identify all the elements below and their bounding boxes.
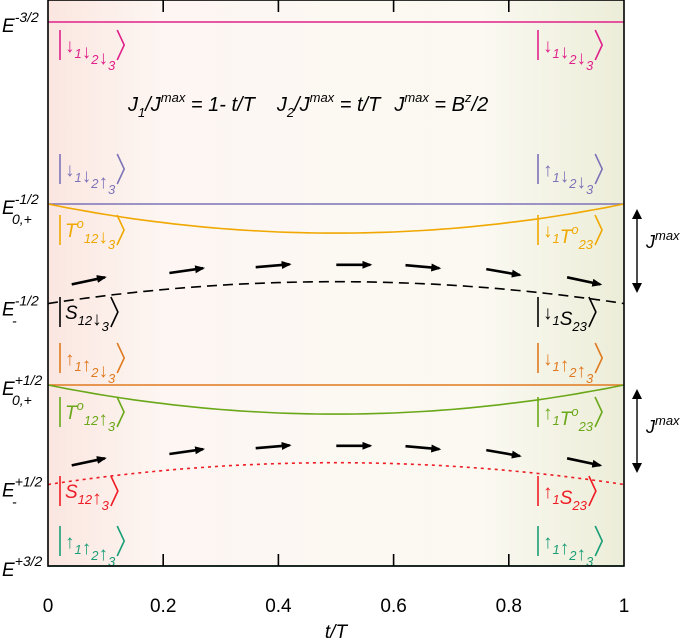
state-label-left-ket-6: To12↑3 bbox=[59, 396, 125, 434]
svg-text:↓1↓2↓3: ↓1↓2↓3 bbox=[543, 36, 594, 73]
svg-text:↓1↓2↑3: ↓1↓2↑3 bbox=[65, 160, 116, 197]
energy-label-e-3/2: E-3/2 bbox=[2, 9, 39, 37]
state-label-right-ket-6: ↑1To23 bbox=[537, 396, 603, 434]
spin-arrow-lower-6 bbox=[566, 457, 603, 468]
x-tick-label-1: 0.2 bbox=[150, 596, 176, 617]
state-label-left-ket-7: S12↑3 bbox=[59, 475, 119, 513]
energy-label-e-minus+1/2: E+1/2- bbox=[2, 474, 43, 510]
energy-label-layer: E-3/2 E-1/2 0,+ E-1/2 - E+1/2 0,+ E+1/2 - E+3/2 bbox=[2, 9, 43, 581]
x-axis-label: t/T bbox=[325, 622, 349, 643]
x-tick-label-4: 0.8 bbox=[496, 596, 522, 617]
svg-text:↑1↓2↓3: ↑1↓2↓3 bbox=[543, 160, 594, 197]
state-label-left-ket-4: S12↓3 bbox=[59, 296, 119, 334]
energy-label-e0p+1/2: E+1/2 0,+ bbox=[2, 372, 43, 408]
svg-text:To12↓3: To12↓3 bbox=[65, 216, 116, 252]
svg-text:↓1↓2↓3: ↓1↓2↓3 bbox=[65, 36, 116, 73]
spin-arrow-layer bbox=[71, 260, 603, 468]
series-t0-lower bbox=[47, 384, 625, 415]
formula-text: J1/Jmax = 1- t/T J2/Jmax = t/T Jmax = Bz/2 bbox=[127, 90, 488, 120]
state-label-right-ket-2: ↑1↓2↓3 bbox=[537, 153, 604, 197]
spin-arrow-upper-5 bbox=[486, 267, 522, 278]
state-label-right-ket-5: ↓1↑2↑3 bbox=[537, 342, 604, 386]
x-tick-label-3: 0.6 bbox=[380, 596, 406, 617]
spin-arrow-upper-6 bbox=[566, 276, 603, 287]
svg-text:↑1S23: ↑1S23 bbox=[543, 482, 588, 513]
x-tick-label-0: 0 bbox=[43, 596, 54, 617]
jmax-label-lower: Jmax bbox=[645, 413, 680, 437]
series-t0-upper bbox=[47, 203, 625, 234]
spin-arrow-lower-4 bbox=[405, 444, 442, 453]
state-label-left-ket-5: ↑1↑2↓3 bbox=[59, 342, 126, 386]
svg-text:↑1To23: ↑1To23 bbox=[543, 403, 594, 434]
energy-label-e0p-1/2: E-1/2 0,+ bbox=[2, 191, 39, 227]
spin-arrow-lower-5 bbox=[486, 448, 522, 459]
state-label-right-ket-8: ↑1↑2↑3 bbox=[537, 525, 604, 569]
energy-label-e+3/2: E+3/2 bbox=[2, 553, 43, 581]
state-label-left-ket-8: ↑1↑2↑3 bbox=[59, 525, 126, 569]
spin-arrow-upper-4 bbox=[405, 263, 442, 272]
plot-background bbox=[48, 0, 624, 566]
plot-frame bbox=[47, 0, 625, 567]
svg-text:↑1↑2↓3: ↑1↑2↓3 bbox=[65, 349, 116, 386]
svg-text:↑1↑2↑3: ↑1↑2↑3 bbox=[543, 532, 594, 569]
state-label-right-ket-4: ↓1S23 bbox=[537, 296, 597, 334]
state-label-layer: ↓1↓2↓3 ↓1↓2↓3 ↓1↓2↑3 ↑1↓2↓3 To12↓3 ↓1To23 S12↓… bbox=[59, 29, 604, 569]
jmax-indicator-upper: Jmax bbox=[632, 209, 680, 293]
spin-arrow-lower-0 bbox=[71, 456, 107, 467]
energy-label-e-minus-1/2: E-1/2- bbox=[2, 293, 39, 329]
x-axis-ticks: 0 0.2 0.4 0.6 0.8 1 bbox=[43, 0, 630, 617]
svg-text:S12↓3: S12↓3 bbox=[65, 303, 110, 334]
jmax-label-upper: Jmax bbox=[645, 228, 680, 252]
state-label-left-ket-1: ↓1↓2↓3 bbox=[59, 29, 126, 73]
state-label-right-ket-3: ↓1To23 bbox=[537, 214, 603, 252]
state-label-left-ket-2: ↓1↓2↑3 bbox=[59, 153, 126, 197]
state-label-left-ket-3: To12↓3 bbox=[59, 214, 125, 252]
state-label-right-ket-1: ↓1↓2↓3 bbox=[537, 29, 604, 73]
spin-arrow-upper-0 bbox=[71, 275, 107, 286]
spin-arrow-upper-1 bbox=[169, 265, 206, 275]
svg-text:↓1↑2↑3: ↓1↑2↑3 bbox=[543, 349, 594, 386]
svg-text:S12↑3: S12↑3 bbox=[65, 482, 110, 513]
series-e-minus-1/2 bbox=[47, 280, 625, 305]
state-label-right-ket-7: ↑1S23 bbox=[537, 475, 597, 513]
x-tick-label-5: 1 bbox=[619, 596, 630, 617]
spin-arrow-upper-2 bbox=[255, 260, 292, 269]
spin-arrow-lower-2 bbox=[255, 441, 292, 450]
x-tick-label-2: 0.4 bbox=[265, 596, 292, 617]
svg-text:To12↑3: To12↑3 bbox=[65, 398, 116, 434]
spin-arrow-lower-1 bbox=[169, 446, 206, 456]
svg-text:↓1S23: ↓1S23 bbox=[543, 303, 588, 334]
jmax-indicator-lower: Jmax bbox=[632, 389, 680, 473]
svg-text:↑1↑2↑3: ↑1↑2↑3 bbox=[65, 532, 116, 569]
svg-text:↓1To23: ↓1To23 bbox=[543, 221, 594, 252]
series-e-minus+1/2 bbox=[47, 461, 625, 486]
